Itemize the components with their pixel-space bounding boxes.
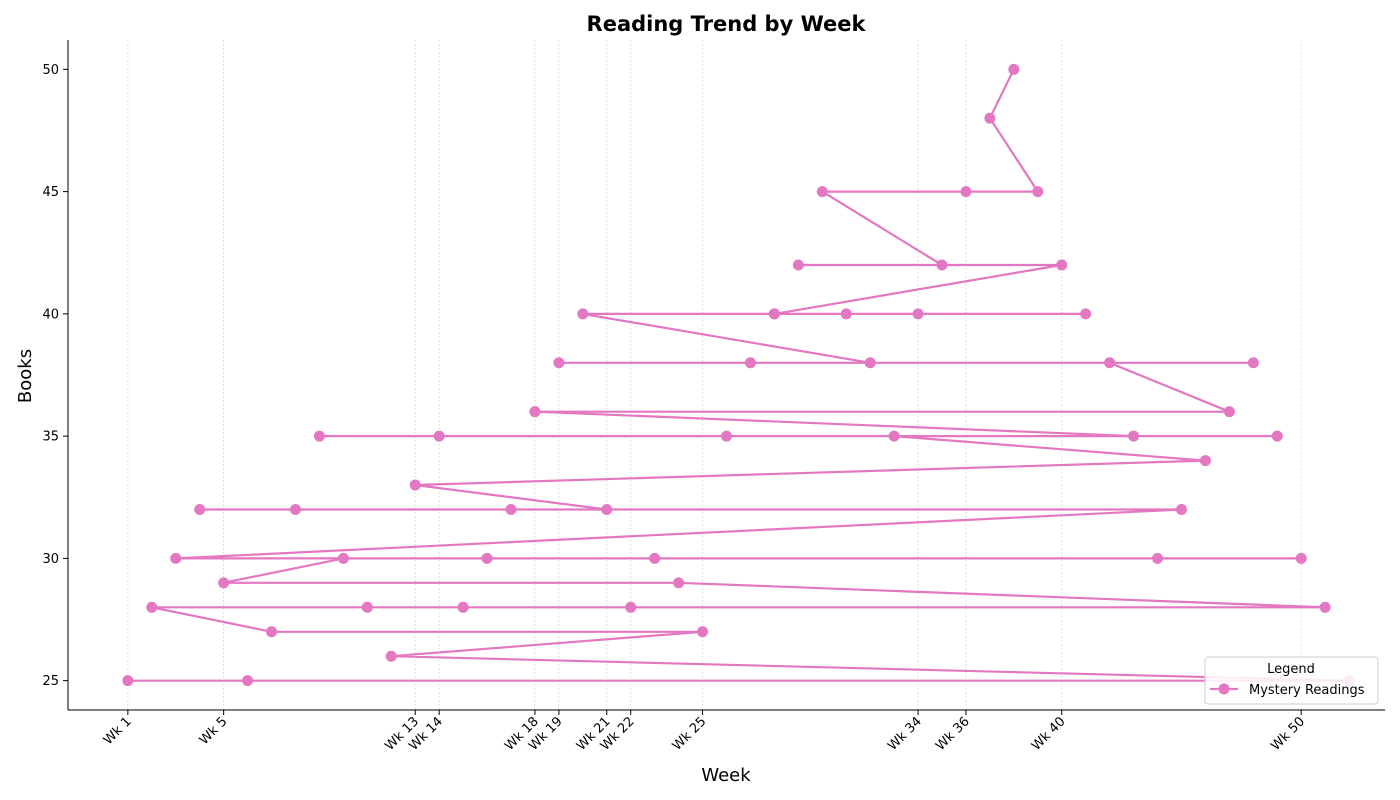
data-point [601, 503, 613, 515]
data-point [481, 552, 493, 564]
data-point [936, 259, 948, 271]
series-layer [122, 63, 1355, 687]
x-tick-label: Wk 50 [1268, 714, 1308, 754]
data-point [840, 308, 852, 320]
x-tick-label: Wk 40 [1029, 714, 1069, 754]
data-point [1152, 552, 1164, 564]
data-point [1080, 308, 1092, 320]
data-point [1008, 63, 1020, 75]
x-tick-label: Wk 1 [101, 714, 135, 748]
y-tick-label: 30 [42, 552, 59, 567]
data-point [984, 112, 996, 124]
data-point [433, 430, 445, 442]
data-point [122, 675, 134, 687]
y-tick-label: 35 [42, 430, 59, 445]
data-point [673, 577, 685, 589]
data-point [1223, 406, 1235, 418]
data-point [170, 552, 182, 564]
x-tick-label: Wk 5 [197, 714, 231, 748]
data-point [697, 626, 709, 638]
data-point [385, 650, 397, 662]
data-point [218, 577, 230, 589]
data-point [1128, 430, 1140, 442]
data-point [792, 259, 804, 271]
y-tick-label: 50 [42, 63, 59, 78]
data-point [625, 601, 637, 613]
data-point [816, 186, 828, 198]
data-point [529, 406, 541, 418]
legend-title: Legend [1267, 662, 1315, 677]
data-point [505, 503, 517, 515]
data-point [409, 479, 421, 491]
grid-layer [127, 40, 1302, 710]
y-tick-label: 40 [42, 307, 59, 322]
data-point [1175, 503, 1187, 515]
data-point [1056, 259, 1068, 271]
data-point [1199, 455, 1211, 467]
data-point [553, 357, 565, 369]
data-point [744, 357, 756, 369]
data-point [337, 552, 349, 564]
data-point [960, 186, 972, 198]
data-point [361, 601, 373, 613]
x-tick-label: Wk 34 [885, 714, 925, 754]
y-axis-label: Books [15, 349, 36, 403]
data-point [888, 430, 900, 442]
data-point [649, 552, 661, 564]
axes-layer [67, 40, 1385, 711]
data-point [1104, 357, 1116, 369]
data-point [457, 601, 469, 613]
series-line-mystery-readings [127, 68, 1351, 682]
x-tick-label: Wk 36 [933, 714, 973, 754]
y-tick-label: 45 [42, 185, 59, 200]
data-point [266, 626, 278, 638]
y-tick-label: 25 [42, 674, 59, 689]
chart-title: Reading Trend by Week [587, 12, 867, 36]
data-point [194, 503, 206, 515]
x-tick-label: Wk 25 [670, 714, 710, 754]
data-point [146, 601, 158, 613]
legend-series-label: Mystery Readings [1249, 683, 1365, 698]
data-point [864, 357, 876, 369]
data-point [912, 308, 924, 320]
legend-box [1204, 656, 1379, 705]
data-point [242, 675, 254, 687]
data-point [721, 430, 732, 442]
data-point [1247, 357, 1259, 369]
data-point [577, 308, 589, 320]
data-point [1032, 186, 1044, 198]
data-point [768, 308, 780, 320]
x-axis-label: Week [701, 765, 751, 786]
legend: Legend Mystery Readings [1204, 656, 1379, 705]
legend-series-marker [1218, 683, 1230, 695]
data-point [1271, 430, 1283, 442]
data-point [313, 430, 325, 442]
data-point [289, 503, 301, 515]
data-point [1295, 552, 1307, 564]
data-point [1319, 601, 1331, 613]
